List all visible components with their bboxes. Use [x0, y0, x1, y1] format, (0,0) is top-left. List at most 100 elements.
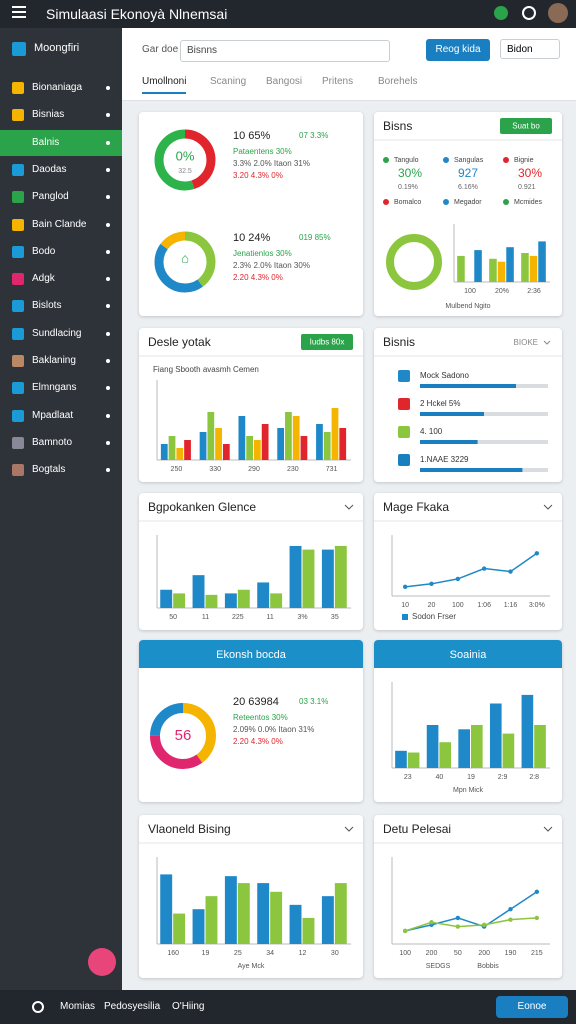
- status-icon[interactable]: [494, 6, 508, 20]
- sidebar-item[interactable]: Balnis: [0, 129, 122, 156]
- card-canvas: Bisns Suat bo Tangulo 30% 0.19% Bomalco Sangul…: [374, 118, 562, 310]
- sidebar-item[interactable]: Bislots: [0, 293, 122, 319]
- sidebar-label: Bain Clande: [32, 218, 87, 230]
- sidebar-label: Bamnoto: [32, 436, 73, 448]
- footer-icon[interactable]: [32, 1001, 44, 1013]
- card: Detu Pelesai 100 200 50 200 190 215 SEDGS Bobbis: [374, 815, 562, 978]
- sidebar-item[interactable]: Mpadlaat: [0, 403, 122, 429]
- legend-dot: [383, 199, 389, 205]
- sidebar-item[interactable]: Panglod: [0, 184, 122, 210]
- tab[interactable]: Borehels: [378, 76, 418, 87]
- sidebar-icon: [12, 82, 24, 94]
- card-canvas: Vlaoneld Bising 160 19 25 34 12 30 Aye Mck: [139, 822, 363, 970]
- bar: [395, 750, 407, 768]
- sidebar-icon: [12, 273, 24, 286]
- avatar[interactable]: [548, 3, 568, 23]
- sidebar-icon: [12, 355, 24, 367]
- stat-dot: [443, 157, 449, 163]
- bar: [334, 545, 347, 608]
- search-text: Bisnns: [187, 45, 218, 56]
- footer-item[interactable]: Pedosyesilia: [104, 1001, 161, 1012]
- sidebar-dot: [106, 413, 110, 418]
- bar: [246, 436, 253, 460]
- sidebar-item[interactable]: Baklaning: [0, 348, 122, 374]
- card-header: [139, 640, 363, 668]
- sidebar-item[interactable]: Bisnias: [0, 102, 122, 128]
- menu-icon[interactable]: [12, 6, 26, 8]
- bar: [471, 725, 483, 768]
- bar: [506, 247, 514, 282]
- sidebar-dot: [106, 113, 110, 118]
- sidebar-item[interactable]: Sundlacing: [0, 321, 122, 347]
- sidebar-dot: [106, 468, 110, 473]
- progress-track: [420, 440, 548, 444]
- sidebar-item[interactable]: Elmngans: [0, 375, 122, 401]
- sidebar-item[interactable]: Bain Clande: [0, 212, 122, 238]
- footer-button[interactable]: Eonoe: [496, 996, 568, 1018]
- point: [455, 576, 461, 582]
- sidebar-item[interactable]: Bogtals: [0, 457, 122, 483]
- bar: [426, 725, 439, 768]
- donut-sub: 32.5: [178, 168, 192, 175]
- fab[interactable]: [88, 948, 116, 976]
- search-box[interactable]: Bisnns: [180, 40, 390, 62]
- sidebar-item[interactable]: Adgk: [0, 266, 122, 292]
- sidebar-dot: [106, 195, 110, 200]
- primary-button[interactable]: Reog kida: [426, 39, 490, 61]
- sidebar-item[interactable]: Bionaniaga: [0, 75, 122, 101]
- donut-segment: [154, 129, 216, 191]
- bar: [321, 549, 334, 608]
- x-tick-label: 50: [169, 614, 177, 621]
- bar: [173, 593, 186, 608]
- sidebar-label: Bisnias: [32, 109, 65, 121]
- sidebar-dot: [106, 331, 110, 336]
- sidebar-label: Balnis: [32, 136, 60, 148]
- sidebar-label: Baklaning: [32, 355, 76, 366]
- sidebar-dot: [106, 249, 110, 254]
- bar: [458, 729, 470, 768]
- tab[interactable]: Bangosi: [266, 76, 303, 87]
- progress-track: [420, 468, 548, 472]
- stat-value: 927: [458, 166, 478, 180]
- stat-dot: [503, 157, 509, 163]
- tab[interactable]: Scaning: [210, 76, 247, 87]
- sidebar-label: Bodo: [32, 245, 56, 257]
- x-tick-label: 190: [505, 950, 517, 957]
- legend-swatch: [402, 614, 408, 620]
- side-stat: 03 3.1%: [299, 697, 328, 706]
- sidebar-item[interactable]: Daodas: [0, 157, 122, 183]
- footer-item[interactable]: Momias: [60, 1001, 96, 1012]
- dropdown[interactable]: Bidon: [500, 39, 560, 59]
- bar: [502, 733, 515, 768]
- line: [404, 891, 538, 932]
- bar: [160, 874, 173, 944]
- bar: [160, 589, 173, 608]
- sidebar-icon: [12, 245, 24, 258]
- sidebar-item[interactable]: Bamnoto: [0, 430, 122, 456]
- tab[interactable]: Pritens: [322, 76, 354, 87]
- legend-label: Megador: [454, 199, 482, 206]
- bar: [521, 694, 534, 768]
- sidebar-logo: [12, 42, 26, 56]
- bar: [521, 253, 529, 282]
- card: Vlaoneld Bising 160 19 25 34 12 30 Aye Mck: [139, 815, 363, 978]
- sidebar-item[interactable]: Bodo: [0, 239, 122, 265]
- card-dropdown: BIOKE: [514, 338, 538, 347]
- sidebar-label: Daodas: [32, 163, 67, 175]
- card-title: Soainia: [450, 649, 488, 661]
- x-tick-label: 23: [404, 774, 412, 781]
- card-button-label: Suat bo: [512, 122, 540, 131]
- bar: [237, 589, 250, 608]
- tab[interactable]: Umollnoni: [142, 76, 187, 94]
- card-header: [374, 640, 562, 668]
- sidebar-label: Mpadlaat: [32, 409, 74, 421]
- toolbar: Gar doe Bisnns Reog kida Bidon: [122, 28, 576, 101]
- legend-label: Bomalco: [394, 199, 421, 206]
- progress-track: [420, 384, 548, 388]
- stat-value: 30%: [398, 166, 422, 180]
- footer-item[interactable]: O'Hiing: [172, 1001, 205, 1012]
- sidebar-icon: [12, 409, 24, 422]
- power-icon[interactable]: [522, 6, 536, 20]
- bar: [173, 913, 186, 944]
- x-tick-label: 11: [202, 614, 209, 621]
